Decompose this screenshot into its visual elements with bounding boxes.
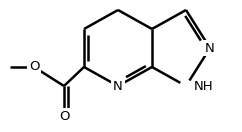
Text: N: N <box>113 79 123 93</box>
Text: NH: NH <box>194 79 214 93</box>
Text: O: O <box>59 110 69 122</box>
Text: N: N <box>205 41 215 55</box>
Text: O: O <box>29 60 39 74</box>
